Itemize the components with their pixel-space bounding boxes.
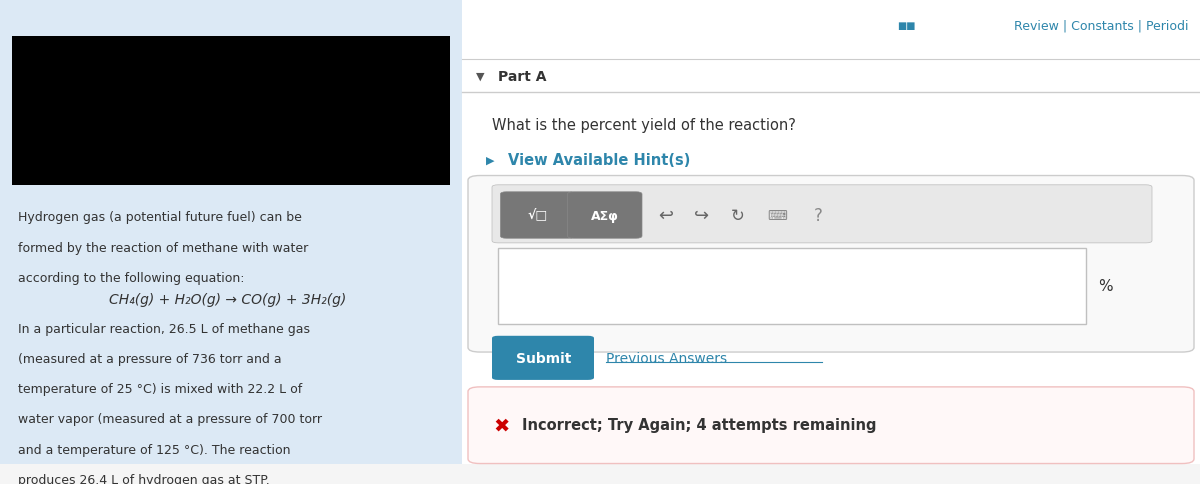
Text: View Available Hint(s): View Available Hint(s) — [508, 152, 690, 167]
Text: ↩: ↩ — [659, 207, 673, 225]
FancyBboxPatch shape — [462, 0, 1200, 60]
Text: %: % — [1098, 278, 1112, 293]
Text: ↪: ↪ — [695, 207, 709, 225]
Text: ΑΣφ: ΑΣφ — [590, 209, 619, 222]
Text: and a temperature of 125 °C). The reaction: and a temperature of 125 °C). The reacti… — [18, 443, 290, 455]
Text: Part A: Part A — [498, 70, 546, 83]
FancyBboxPatch shape — [568, 192, 642, 239]
Text: What is the percent yield of the reaction?: What is the percent yield of the reactio… — [492, 118, 796, 133]
FancyBboxPatch shape — [492, 336, 594, 380]
Text: In a particular reaction, 26.5 L of methane gas: In a particular reaction, 26.5 L of meth… — [18, 322, 310, 335]
FancyBboxPatch shape — [492, 185, 1152, 243]
Text: Previous Answers: Previous Answers — [606, 351, 727, 365]
Text: Hydrogen gas (a potential future fuel) can be: Hydrogen gas (a potential future fuel) c… — [18, 211, 302, 224]
FancyBboxPatch shape — [462, 0, 1200, 464]
Text: water vapor (measured at a pressure of 700 torr: water vapor (measured at a pressure of 7… — [18, 412, 322, 425]
Text: temperature of 25 °C) is mixed with 22.2 L of: temperature of 25 °C) is mixed with 22.2… — [18, 382, 302, 395]
Text: CH₄(g) + H₂O(g) → CO(g) + 3H₂(g): CH₄(g) + H₂O(g) → CO(g) + 3H₂(g) — [109, 292, 347, 306]
Text: ■■: ■■ — [898, 20, 916, 30]
FancyBboxPatch shape — [0, 0, 462, 464]
Text: ?: ? — [814, 207, 823, 225]
Text: Review | Constants | Periodi: Review | Constants | Periodi — [1014, 19, 1188, 32]
Text: ▼: ▼ — [476, 72, 485, 81]
FancyBboxPatch shape — [468, 387, 1194, 464]
Text: ↻: ↻ — [731, 207, 745, 225]
Text: Incorrect; Try Again; 4 attempts remaining: Incorrect; Try Again; 4 attempts remaini… — [522, 418, 876, 433]
FancyBboxPatch shape — [498, 248, 1086, 324]
Text: according to the following equation:: according to the following equation: — [18, 271, 245, 284]
Text: Submit: Submit — [516, 351, 571, 365]
Text: formed by the reaction of methane with water: formed by the reaction of methane with w… — [18, 241, 308, 254]
Text: ✖: ✖ — [493, 416, 510, 435]
Text: ⌨: ⌨ — [768, 209, 787, 223]
Text: ▶: ▶ — [486, 155, 494, 165]
FancyBboxPatch shape — [12, 37, 450, 185]
Text: √□: √□ — [528, 209, 547, 222]
Text: produces 26.4 L of hydrogen gas at STP.: produces 26.4 L of hydrogen gas at STP. — [18, 473, 270, 484]
FancyBboxPatch shape — [468, 176, 1194, 352]
Text: (measured at a pressure of 736 torr and a: (measured at a pressure of 736 torr and … — [18, 352, 282, 365]
FancyBboxPatch shape — [500, 192, 575, 239]
